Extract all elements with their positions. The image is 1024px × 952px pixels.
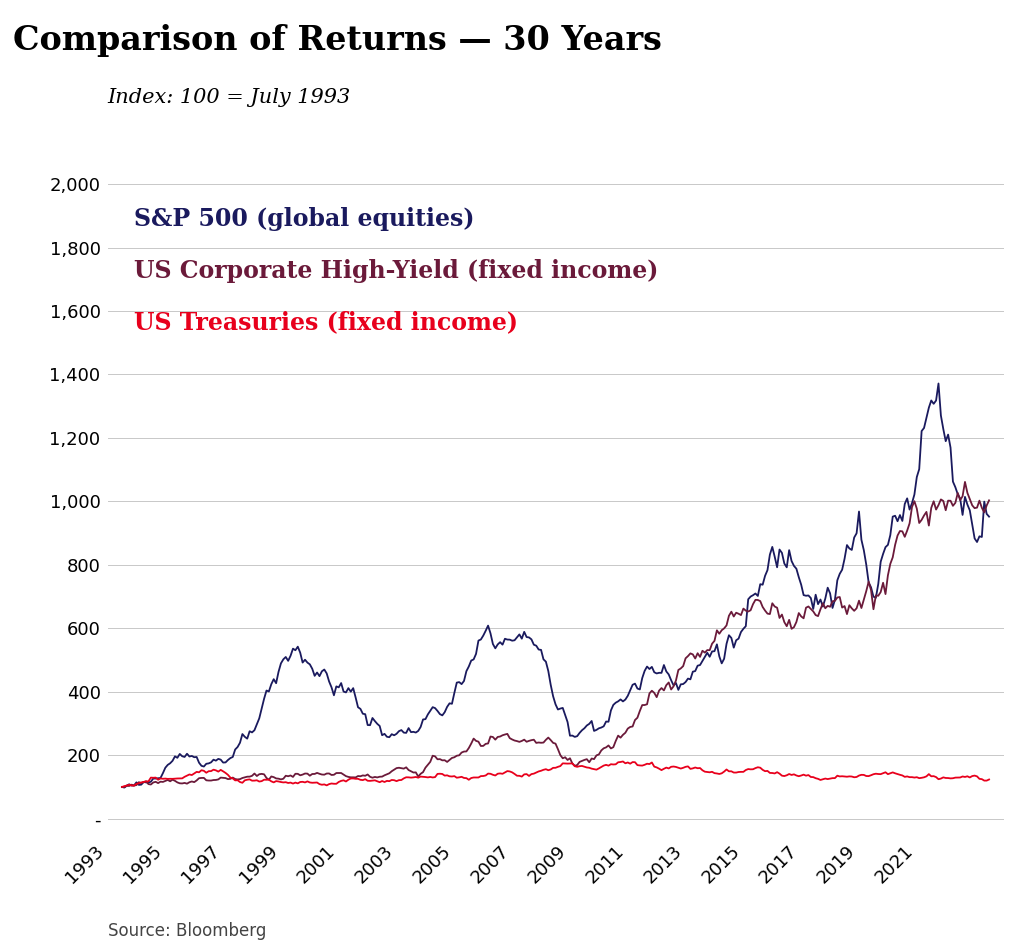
Text: US Corporate High-Yield (fixed income): US Corporate High-Yield (fixed income) — [134, 259, 658, 283]
Text: Index: 100 = July 1993: Index: 100 = July 1993 — [108, 88, 351, 107]
Text: Source: Bloomberg: Source: Bloomberg — [108, 922, 266, 940]
Text: Comparison of Returns — 30 Years: Comparison of Returns — 30 Years — [13, 24, 663, 57]
Text: US Treasuries (fixed income): US Treasuries (fixed income) — [134, 310, 518, 334]
Text: S&P 500 (global equities): S&P 500 (global equities) — [134, 208, 475, 231]
